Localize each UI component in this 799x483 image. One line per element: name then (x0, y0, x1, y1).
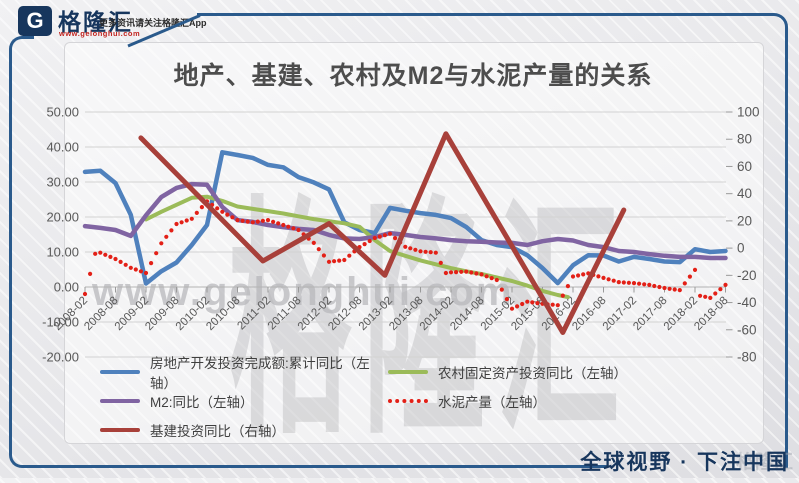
chart-legend: 房地产开发投资完成额:累计同比（左轴） 农村固定资产投资同比（左轴） M2:同比（左… (100, 356, 728, 441)
watermark-url: www.gelonghui.com (92, 270, 514, 314)
logo-url-text: www.gelonghui.com (59, 29, 141, 38)
gelonghui-logo-icon: G (18, 6, 52, 36)
frame-top-right-border (197, 13, 788, 468)
legend-marker-m2 (100, 399, 140, 403)
legend-item-m2: M2:同比（左轴） (100, 390, 388, 412)
legend-marker-realestate (100, 370, 140, 374)
legend-label: M2:同比（左轴） (150, 395, 254, 410)
legend-marker-cement (388, 399, 428, 403)
legend-item-realestate: 房地产开发投资完成额:累计同比（左轴） (100, 356, 388, 391)
logo-brand-text: 格隆汇 (58, 9, 133, 35)
legend-label: 基建投资同比（右轴） (150, 424, 285, 439)
legend-item-infra: 基建投资同比（右轴） (100, 419, 388, 441)
chart-title: 地产、基建、农村及M2与水泥产量的关系 (173, 62, 653, 90)
legend-label: 水泥产量（左轴） (438, 395, 546, 410)
logo-tagline: 更多资讯请关注格隆汇App (99, 18, 207, 28)
frame-top-left-corner (9, 36, 34, 61)
frame-left-bottom-border (9, 50, 608, 468)
legend-label: 农村固定资产投资同比（左轴） (438, 366, 627, 381)
legend-item-rural: 农村固定资产投资同比（左轴） (388, 361, 728, 383)
watermark-corner: 格隆汇 (735, 452, 793, 473)
legend-marker-rural (388, 370, 428, 374)
footer-slogan: 全球视野 · 下注中国 (580, 451, 789, 474)
legend-item-cement: 水泥产量（左轴） (388, 390, 728, 412)
legend-label: 房地产开发投资完成额:累计同比（左轴） (150, 356, 370, 391)
legend-marker-infra (100, 428, 140, 432)
